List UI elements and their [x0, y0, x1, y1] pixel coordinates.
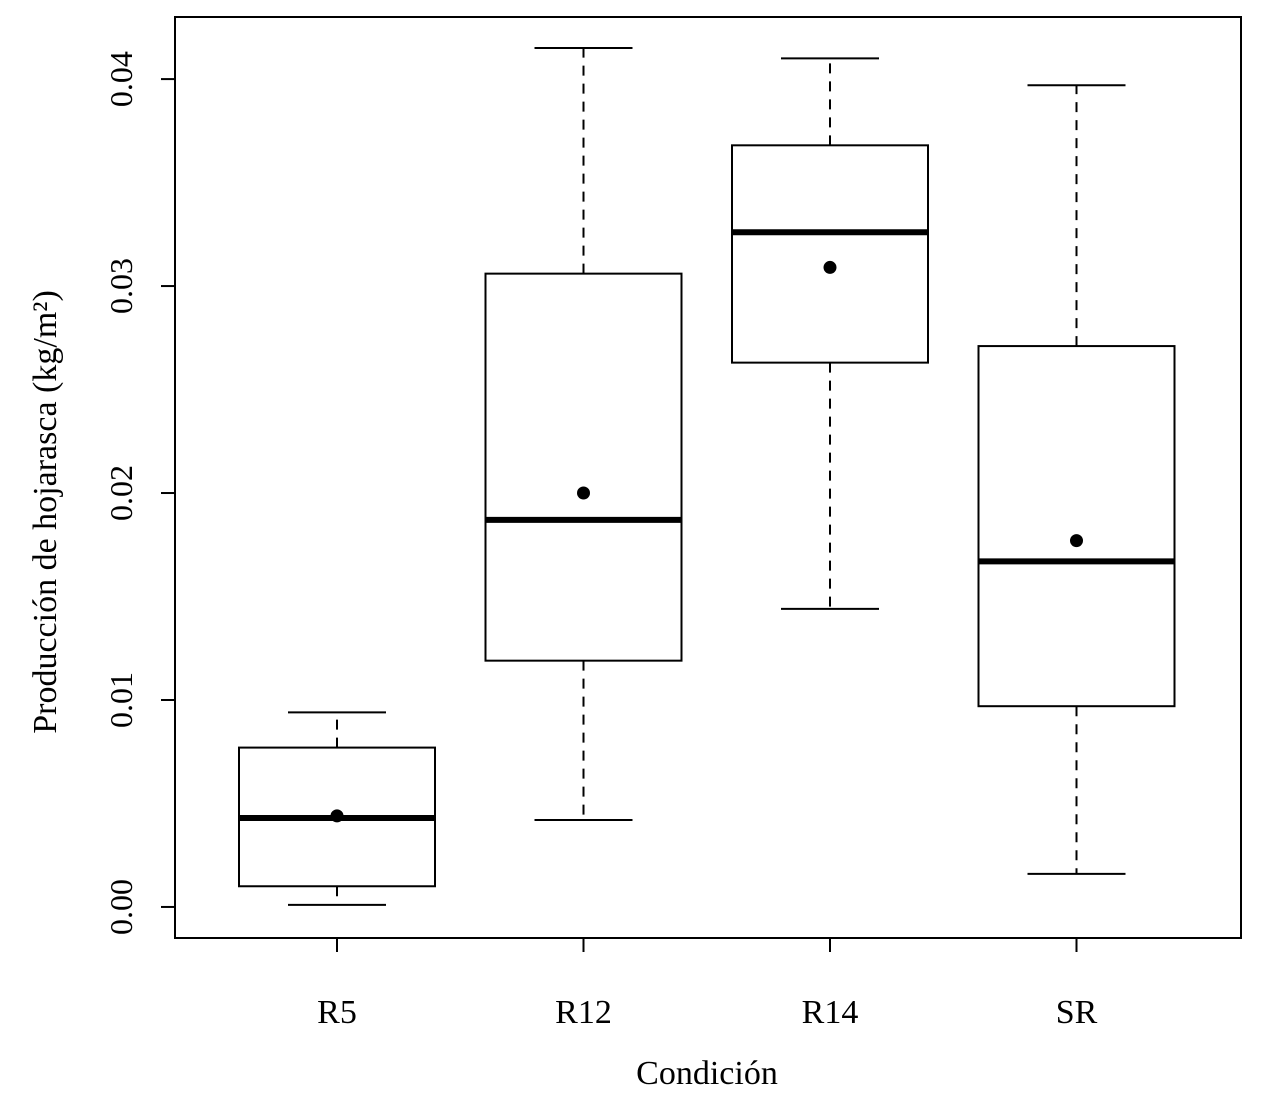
- x-tick-label: R14: [802, 994, 859, 1031]
- y-tick-label: 0.04: [103, 51, 139, 107]
- x-tick-label: R5: [317, 994, 357, 1031]
- y-axis-label: Producción de hojarasca (kg/m²): [27, 290, 64, 734]
- mean-point: [1070, 534, 1083, 548]
- x-axis: R5 R12 R14 SR: [317, 938, 1098, 1031]
- mean-point: [577, 486, 590, 500]
- plot-frame: [174, 16, 1242, 939]
- iqr-box: [484, 272, 683, 662]
- box-r5: [238, 711, 436, 906]
- x-axis-label: Condición: [636, 1055, 778, 1092]
- y-tick-label: 0.03: [103, 258, 139, 314]
- y-axis: 0.00 0.01 0.02 0.03 0.04: [103, 51, 175, 935]
- mean-point: [823, 260, 837, 274]
- box-r14: [731, 57, 929, 610]
- iqr-box: [977, 345, 1176, 708]
- y-tick-label: 0.00: [103, 879, 139, 935]
- iqr-box: [731, 144, 929, 364]
- x-tick-label: R12: [555, 994, 612, 1031]
- box-sr: [977, 84, 1176, 875]
- box-r12: [484, 47, 683, 822]
- y-tick-label: 0.02: [103, 465, 139, 521]
- boxes-group: [238, 47, 1176, 906]
- y-tick-label: 0.01: [103, 672, 139, 728]
- x-tick-label: SR: [1056, 994, 1098, 1031]
- mean-point: [330, 809, 344, 823]
